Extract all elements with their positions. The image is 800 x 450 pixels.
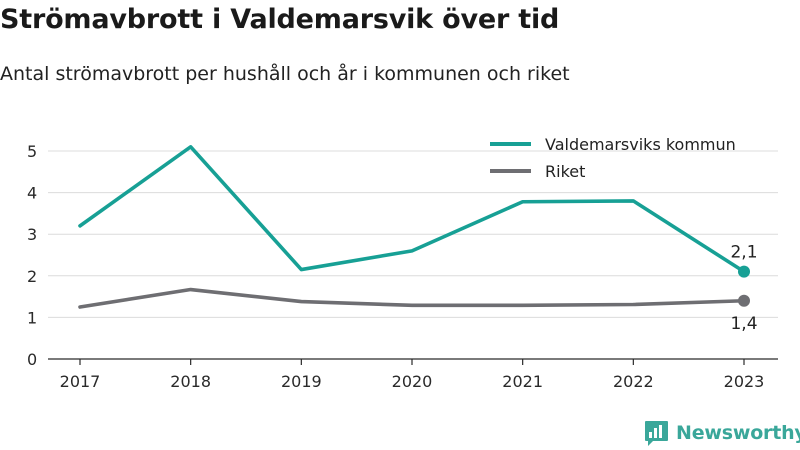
x-tick-label: 2020 <box>392 372 433 391</box>
x-tick-label: 2023 <box>724 372 765 391</box>
legend-label: Valdemarsviks kommun <box>545 135 736 154</box>
bar-chart-logo-icon <box>645 420 668 446</box>
y-tick-label: 3 <box>27 225 37 244</box>
series-end-marker <box>738 294 750 307</box>
line-chart: 2017 2018 2019 2020 2021 2022 2023 0 1 2 3 4 5 2,1 1… <box>27 135 778 391</box>
x-tick-label: 2019 <box>281 372 322 391</box>
newsworthy-brand: Newsworthy <box>644 419 800 447</box>
legend: Valdemarsviks kommun Riket <box>490 135 736 181</box>
x-tick-label: 2018 <box>170 372 211 391</box>
x-axis: 2017 2018 2019 2020 2021 2022 2023 <box>48 358 778 391</box>
x-tick-label: 2021 <box>502 372 543 391</box>
series-end-marker <box>738 265 750 278</box>
brand-name: Newsworthy <box>676 422 800 444</box>
y-tick-label: 4 <box>27 184 37 203</box>
y-tick-label: 2 <box>27 267 37 286</box>
series-lines <box>78 145 750 309</box>
x-tick-label: 2022 <box>613 372 654 391</box>
y-tick-label: 0 <box>27 350 37 369</box>
chart-subtitle: Antal strömavbrott per hushåll och år i … <box>0 63 570 85</box>
x-tick-label: 2017 <box>60 372 101 391</box>
series-line-0 <box>78 145 746 274</box>
legend-label: Riket <box>545 162 585 181</box>
grid-lines <box>48 150 778 318</box>
series-line-1 <box>78 287 746 309</box>
chart-title: Strömavbrott i Valdemarsvik över tid <box>0 4 560 35</box>
y-tick-label: 5 <box>27 142 37 161</box>
series-end-label: 2,1 <box>730 243 757 263</box>
y-axis-ticks: 0 1 2 3 4 5 <box>27 142 37 369</box>
y-tick-label: 1 <box>27 308 37 327</box>
series-end-label: 1,4 <box>730 314 757 334</box>
data-labels: 2,1 1,4 <box>730 243 757 334</box>
